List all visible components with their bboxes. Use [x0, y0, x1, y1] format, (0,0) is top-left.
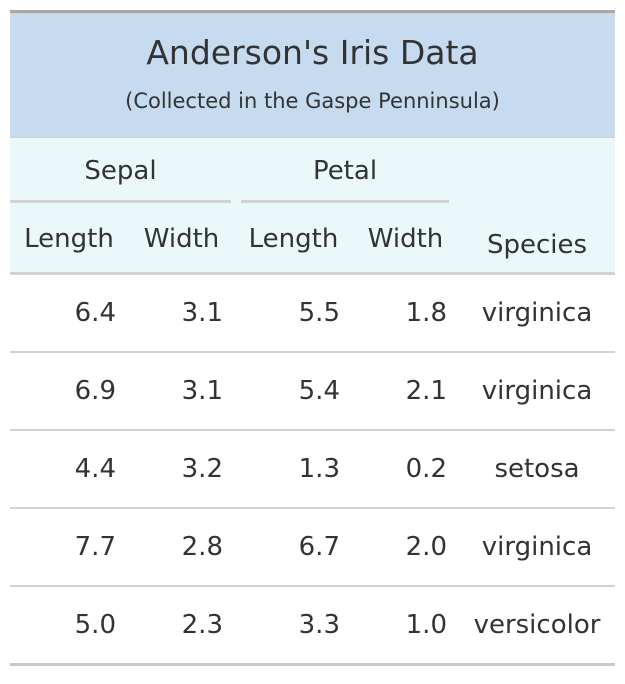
- cell-petal-width: 1.8: [352, 273, 459, 353]
- cell-sepal-length: 6.9: [10, 352, 128, 431]
- column-header-sepal-length: Length: [10, 206, 128, 275]
- spanner-petal-cell: Petal: [235, 137, 459, 206]
- cell-petal-length: 1.3: [235, 430, 352, 509]
- cell-species: virginica: [459, 273, 615, 353]
- cell-sepal-width: 3.1: [128, 352, 235, 431]
- cell-petal-width: 2.1: [352, 352, 459, 431]
- cell-petal-width: 2.0: [352, 508, 459, 587]
- table-top-rule: [10, 10, 615, 14]
- cell-petal-length: 5.5: [235, 273, 352, 353]
- cell-sepal-width: 3.1: [128, 273, 235, 353]
- cell-sepal-length: 5.0: [10, 586, 128, 666]
- spanner-sepal-cell: Sepal: [10, 137, 235, 206]
- cell-sepal-length: 4.4: [10, 430, 128, 509]
- table-row: 5.0 2.3 3.3 1.0 versicolor: [10, 586, 615, 666]
- iris-table-container: Anderson's Iris Data (Collected in the G…: [10, 10, 615, 666]
- cell-species: virginica: [459, 352, 615, 431]
- table-row: 6.4 3.1 5.5 1.8 virginica: [10, 273, 615, 353]
- column-header-species: Species: [459, 137, 615, 275]
- spanner-petal: Petal: [241, 138, 449, 203]
- cell-petal-length: 3.3: [235, 586, 352, 666]
- cell-sepal-width: 3.2: [128, 430, 235, 509]
- cell-sepal-length: 6.4: [10, 273, 128, 353]
- cell-species: virginica: [459, 508, 615, 587]
- table-row: 7.7 2.8 6.7 2.0 virginica: [10, 508, 615, 587]
- cell-species: setosa: [459, 430, 615, 509]
- cell-petal-width: 1.0: [352, 586, 459, 666]
- cell-sepal-width: 2.8: [128, 508, 235, 587]
- cell-petal-length: 6.7: [235, 508, 352, 587]
- column-header-petal-length: Length: [235, 206, 352, 275]
- table-title-row: Anderson's Iris Data (Collected in the G…: [10, 13, 615, 138]
- cell-species: versicolor: [459, 586, 615, 666]
- table-row: 6.9 3.1 5.4 2.1 virginica: [10, 352, 615, 431]
- table-title: Anderson's Iris Data: [146, 33, 479, 72]
- column-header-sepal-width: Width: [128, 206, 235, 275]
- column-header-petal-width: Width: [352, 206, 459, 275]
- table-row: 4.4 3.2 1.3 0.2 setosa: [10, 430, 615, 509]
- table-title-cell: Anderson's Iris Data (Collected in the G…: [10, 13, 615, 138]
- cell-sepal-width: 2.3: [128, 586, 235, 666]
- iris-data-table: Anderson's Iris Data (Collected in the G…: [10, 10, 615, 666]
- spanner-row: Sepal Petal Species: [10, 137, 615, 275]
- cell-petal-width: 0.2: [352, 430, 459, 509]
- spanner-sepal: Sepal: [10, 138, 231, 203]
- table-subtitle: (Collected in the Gaspe Penninsula): [125, 89, 500, 113]
- cell-sepal-length: 7.7: [10, 508, 128, 587]
- cell-petal-length: 5.4: [235, 352, 352, 431]
